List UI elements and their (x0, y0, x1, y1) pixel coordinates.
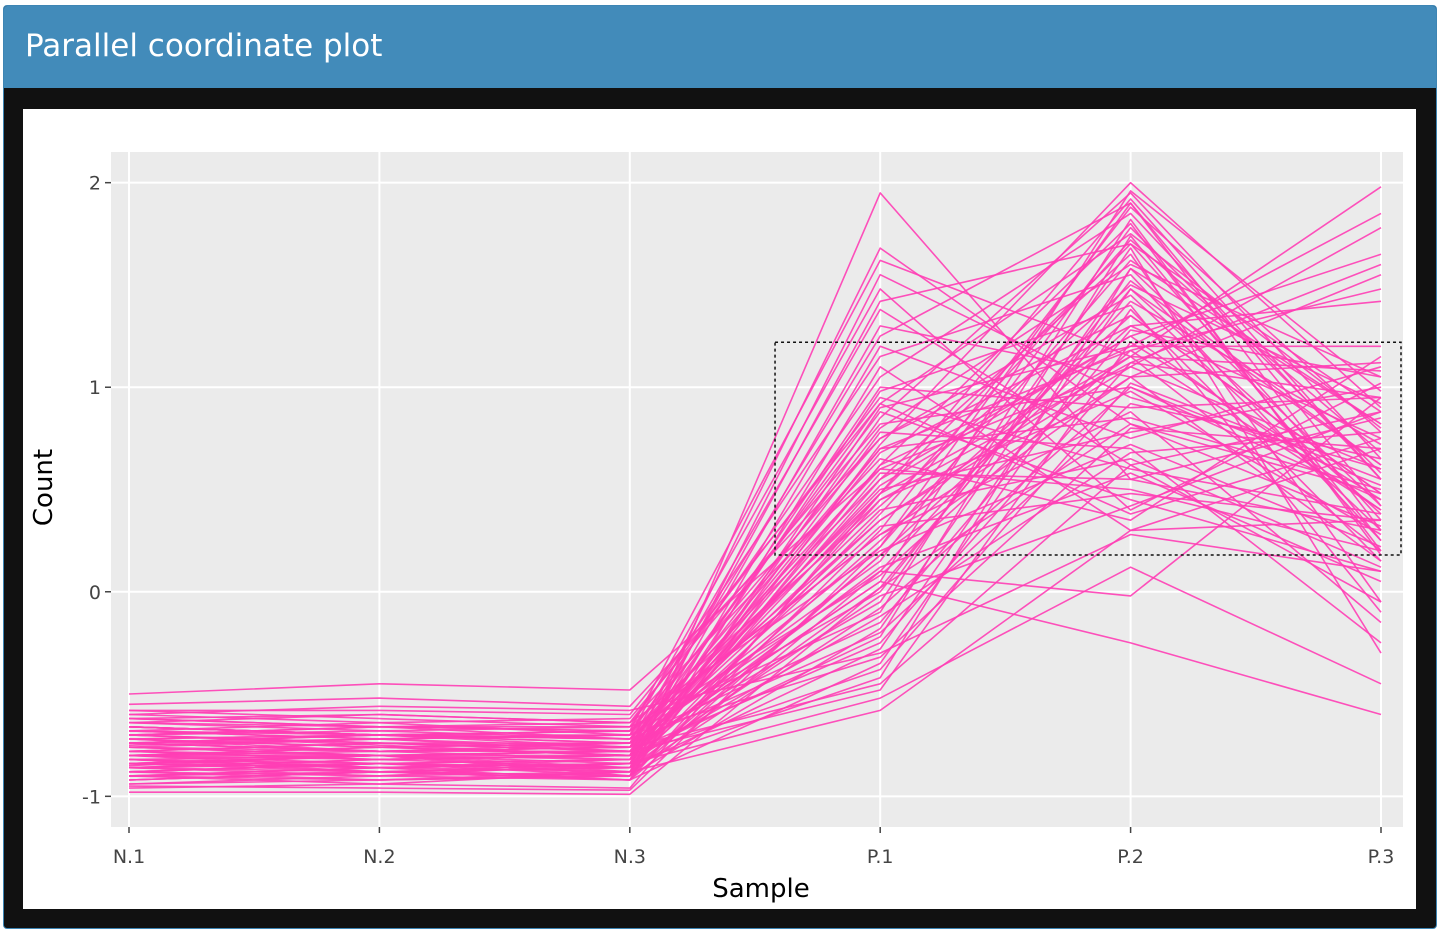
x-tick-label: N.1 (113, 846, 145, 868)
y-tick-label: -1 (82, 786, 101, 808)
series-line (128, 267, 1382, 781)
series-line (128, 468, 1382, 695)
series-line (128, 464, 1382, 749)
series-line (128, 519, 1382, 777)
series-line (129, 341, 1382, 757)
series-lines (128, 181, 1382, 796)
series-line (128, 314, 1382, 708)
series-line (128, 566, 1382, 769)
x-tick-label: N.3 (614, 846, 646, 868)
series-line (128, 423, 1382, 773)
x-tick-label: P.3 (1368, 846, 1395, 868)
y-axis-title: Count (29, 449, 59, 526)
series-line (128, 186, 1382, 740)
plot-area[interactable]: -1 0 1 2 N.1 N.2 N.3 P.1 P.2 P.3 Sample Count (23, 109, 1416, 909)
axes: -1 0 1 2 N.1 N.2 N.3 P.1 P.2 P.3 (82, 173, 1394, 868)
series-line (128, 580, 1382, 753)
series-line (128, 247, 1382, 757)
series-line (128, 288, 1382, 769)
series-line (128, 300, 1382, 785)
series-line (128, 533, 1382, 716)
y-tick-label: 0 (89, 582, 101, 604)
series-line (128, 212, 1382, 765)
series-line (129, 402, 1382, 716)
series-line (128, 402, 1382, 744)
series-line (128, 280, 1382, 740)
panel-header: Parallel coordinate plot (4, 6, 1436, 88)
series-line (128, 396, 1382, 744)
y-tick-label: 1 (89, 377, 101, 399)
series-line (128, 202, 1382, 792)
chart-panel: Parallel coordinate plot -1 0 1 2 N.1 N.2 N.3 P… (3, 5, 1437, 929)
series-line (128, 227, 1382, 757)
series-line (128, 386, 1382, 777)
series-line (128, 382, 1382, 761)
series-line (128, 288, 1382, 757)
x-tick-label: N.2 (363, 846, 395, 868)
selection-box[interactable] (774, 341, 1402, 556)
series-line (128, 243, 1382, 789)
parallel-coordinate-chart[interactable]: -1 0 1 2 N.1 N.2 N.3 P.1 P.2 P.3 Sample Count (23, 109, 1416, 909)
x-tick-label: P.1 (867, 846, 894, 868)
series-line (128, 273, 1382, 736)
panel-title: Parallel coordinate plot (25, 28, 383, 64)
series-line (129, 288, 1382, 796)
y-tick-label: 2 (89, 173, 101, 195)
x-tick-label: P.2 (1117, 846, 1144, 868)
series-line (128, 263, 1382, 753)
series-line (128, 226, 1382, 749)
x-axis-title: Sample (712, 874, 810, 904)
